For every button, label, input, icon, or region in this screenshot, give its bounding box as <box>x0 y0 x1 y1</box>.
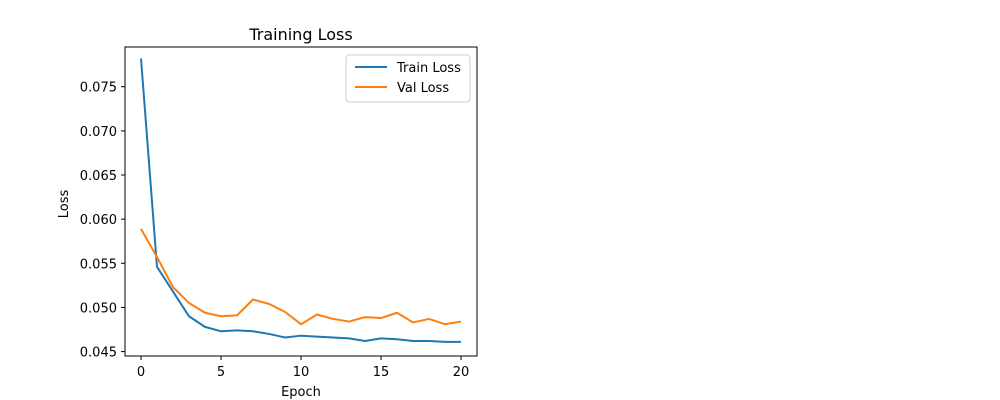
series-line-val-loss <box>140 228 462 326</box>
x-axis-title: Epoch <box>281 385 321 400</box>
y-tick-label: 0.070 <box>80 125 117 140</box>
x-axis-ticks: 0 5 10 15 20 <box>137 356 469 380</box>
y-tick-label: 0.045 <box>80 346 117 361</box>
series-line-train-loss <box>140 58 461 343</box>
y-tick-label: 0.050 <box>80 301 117 316</box>
plot-area: 0 5 10 15 20 0.0450.0500.0550.0600.0650.0700… <box>80 46 478 380</box>
x-tick-label: 15 <box>373 365 390 380</box>
legend-label-val-loss: Val Loss <box>397 81 449 96</box>
y-tick-label: 0.060 <box>80 213 117 228</box>
y-tick-label: 0.075 <box>80 81 117 96</box>
x-tick-label: 0 <box>137 365 145 380</box>
y-tick-label: 0.065 <box>80 169 117 184</box>
chart-title: Training Loss <box>248 25 352 44</box>
y-tick-label: 0.055 <box>80 257 117 272</box>
legend: Train Loss Val Loss <box>345 54 471 103</box>
legend-label-train-loss: Train Loss <box>396 61 461 76</box>
x-tick-label: 10 <box>293 365 310 380</box>
x-tick-label: 20 <box>453 365 470 380</box>
y-axis-title: Loss <box>57 190 72 219</box>
y-axis-ticks: 0.045 0.050 0.055 0.060 0.065 0.070 0.075 <box>80 81 125 361</box>
series-group <box>140 58 462 343</box>
x-tick-label: 5 <box>217 365 225 380</box>
